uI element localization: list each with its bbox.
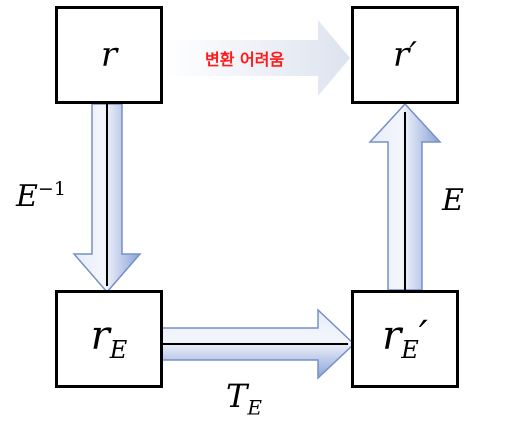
node-r-e-label: rE (90, 313, 128, 364)
decode-label: E−1 (16, 178, 66, 214)
node-r-prime-label: r′ (393, 35, 417, 75)
transform-arrow (161, 308, 356, 380)
hard-transform-label: 변환 어려움 (205, 50, 285, 69)
transform-label: TE (226, 377, 262, 420)
decode-arrow (72, 103, 142, 294)
encode-label: E (442, 183, 464, 218)
encode-arrow (368, 102, 442, 291)
direct-transform-arrow (165, 20, 350, 96)
node-r-prime: r′ (351, 6, 459, 104)
node-r-e-prime: rE′ (351, 290, 459, 388)
node-r-e-prime-label: rE′ (382, 313, 428, 364)
node-r-e: rE (55, 290, 163, 388)
node-r: r (55, 6, 163, 104)
node-r-label: r (100, 35, 118, 75)
